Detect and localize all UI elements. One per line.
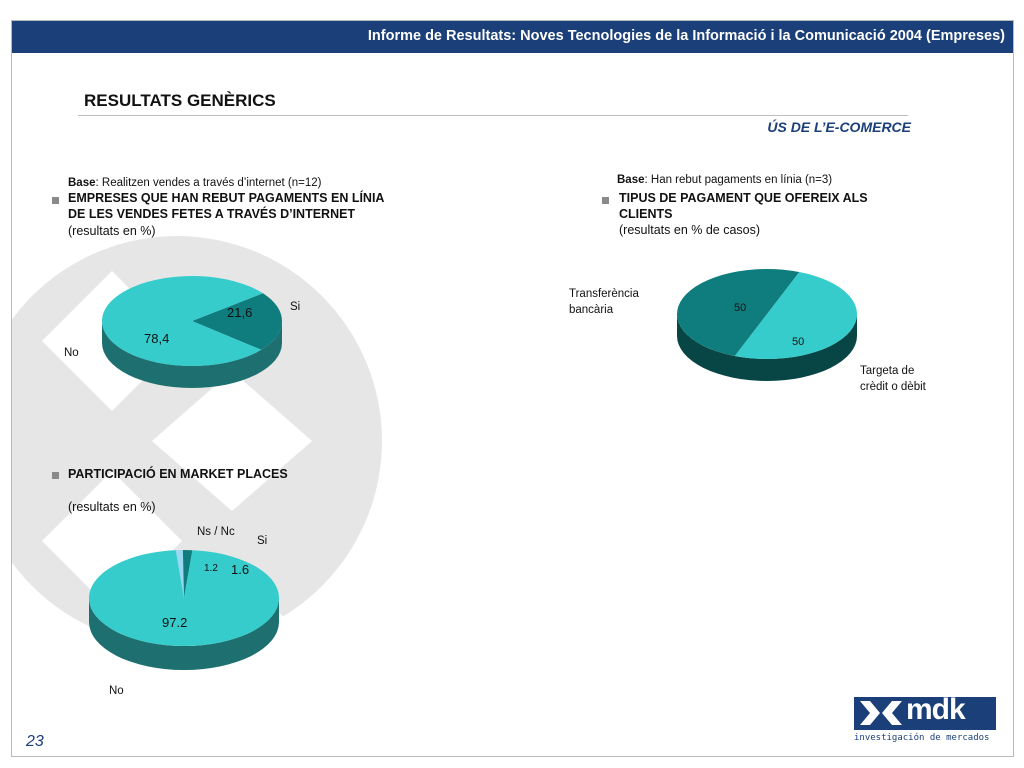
slice-value-transfer: 50 bbox=[734, 302, 747, 314]
page-subtitle: ÚS DE L’E-COMERCE bbox=[767, 119, 911, 135]
title-divider bbox=[78, 115, 908, 116]
slice-value-no: 78,4 bbox=[144, 331, 170, 346]
base-label: Base bbox=[68, 177, 96, 189]
label-line: bancària bbox=[569, 304, 614, 316]
slice-label-si: Si bbox=[257, 535, 268, 547]
pie-side bbox=[89, 598, 279, 670]
pie-chart-market-places bbox=[89, 550, 279, 670]
page-title: RESULTATS GENÈRICS bbox=[84, 91, 276, 110]
slice-label-no: No bbox=[64, 347, 79, 359]
slice-value-card: 50 bbox=[792, 336, 805, 348]
slice-label-no: No bbox=[109, 685, 124, 697]
slice-label-transfer: Transferència bancària bbox=[569, 286, 639, 318]
label-line: crèdit o dèbit bbox=[860, 381, 926, 393]
bullet-icon bbox=[52, 197, 59, 204]
pie-slice-1 bbox=[182, 550, 193, 598]
section3-heading: PARTICIPACIÓ EN MARKET PLACES bbox=[68, 467, 288, 481]
pie-chart-online-payments bbox=[102, 276, 282, 388]
section1-note: (resultats en %) bbox=[68, 224, 156, 238]
slice-value-si: 21,6 bbox=[227, 305, 253, 320]
logo-box: mdk bbox=[854, 693, 996, 730]
heading-line: DE LES VENDES FETES A TRAVÉS D’INTERNET bbox=[68, 207, 356, 221]
report-title: Informe de Resultats: Noves Tecnologies … bbox=[367, 28, 1005, 44]
logo-tagline: investigación de mercados bbox=[854, 733, 990, 743]
slice-label-nsnc: Ns / Nc bbox=[197, 526, 235, 538]
bullet-icon bbox=[602, 197, 609, 204]
base-text: : Han rebut pagaments en línia (n=3) bbox=[644, 174, 833, 186]
slice-value-no: 97.2 bbox=[162, 615, 188, 630]
pie-side bbox=[677, 314, 857, 381]
header-bar: Informe de Resultats: Noves Tecnologies … bbox=[12, 21, 1013, 53]
base-label: Base bbox=[617, 174, 645, 186]
label-line: Transferència bbox=[569, 288, 639, 300]
logo-x-mark-icon bbox=[860, 701, 902, 725]
pie-slice-0 bbox=[192, 293, 282, 350]
slice-value-si: 1.6 bbox=[231, 562, 250, 577]
section2-heading: TIPUS DE PAGAMENT QUE OFEREIX ALS CLIENT… bbox=[619, 190, 868, 222]
base-text: : Realitzen vendes a través d’internet (… bbox=[95, 177, 322, 189]
slice-value-nsnc: 1.2 bbox=[204, 563, 218, 574]
section2-note: (resultats en % de casos) bbox=[619, 223, 761, 237]
heading-line: TIPUS DE PAGAMENT QUE OFEREIX ALS bbox=[619, 191, 868, 205]
pie-slice-1 bbox=[677, 269, 800, 357]
pie-slice-2 bbox=[89, 550, 279, 646]
slide-frame: Informe de Resultats: Noves Tecnologies … bbox=[11, 20, 1014, 757]
base-note-1: Base: Realitzen vendes a través d’intern… bbox=[68, 177, 321, 189]
slice-label-si: Si bbox=[290, 301, 301, 313]
slice-label-card: Targeta de crèdit o dèbit bbox=[860, 363, 926, 395]
base-note-2: Base: Han rebut pagaments en línia (n=3) bbox=[617, 174, 832, 186]
mdk-logo: mdk investigación de mercados bbox=[852, 693, 998, 747]
label-line: Targeta de bbox=[860, 365, 915, 377]
section1-heading: EMPRESES QUE HAN REBUT PAGAMENTS EN LÍNI… bbox=[68, 190, 384, 222]
page-number: 23 bbox=[26, 733, 44, 750]
bullet-icon bbox=[52, 472, 59, 479]
heading-line: CLIENTS bbox=[619, 207, 673, 221]
logo-brand: mdk bbox=[906, 693, 966, 726]
heading-line: EMPRESES QUE HAN REBUT PAGAMENTS EN LÍNI… bbox=[68, 191, 385, 205]
pie-slice-0 bbox=[734, 271, 857, 359]
section3-note: (resultats en %) bbox=[68, 500, 156, 514]
pie-chart-payment-types bbox=[677, 269, 857, 381]
pie-side bbox=[102, 321, 282, 388]
pie-slice-1 bbox=[102, 276, 263, 366]
pie-slice-0 bbox=[175, 550, 184, 598]
